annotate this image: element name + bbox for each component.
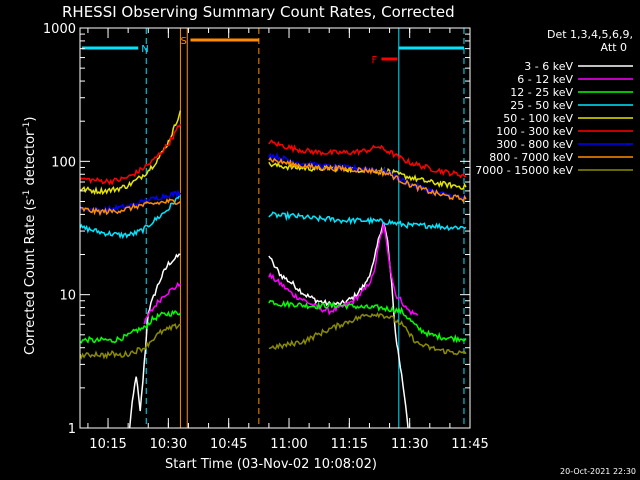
legend-label: 800 - 7000 keV: [489, 151, 573, 164]
series-line-300-800-kev-seg0: [80, 189, 182, 215]
legend-label: 7000 - 15000 keV: [475, 164, 573, 177]
x-tick-label: 11:30: [391, 437, 428, 452]
x-tick-label: 11:00: [270, 437, 307, 452]
series-line-800-7000-kev-seg0: [80, 197, 181, 217]
series-line-12-25-kev-seg1: [268, 299, 467, 344]
legend-item-50-100-kev: 50 - 100 keV: [503, 112, 633, 125]
legend-label: 25 - 50 keV: [510, 99, 573, 112]
series-line-12-25-kev-seg0: [80, 309, 182, 344]
series-7000-15000-kev: [80, 311, 467, 361]
x-tick-label: 10:45: [210, 437, 247, 452]
series-group: [80, 110, 467, 428]
legend-item-25-50-kev: 25 - 50 keV: [510, 99, 633, 112]
x-tick-label: 11:15: [331, 437, 368, 452]
y-axis: 1 10 100 1000: [43, 22, 470, 437]
y-axis-label: Corrected Count Rate (s-1 detector-1): [22, 117, 38, 355]
y-axis-label-main: Corrected Count Rate (s: [23, 198, 38, 355]
legend-header-line-2: Att 0: [601, 41, 627, 54]
series-line-6-12-kev-seg0: [143, 281, 182, 325]
y-axis-label-sup-2: -1: [22, 122, 32, 131]
observing-flags: N S F: [82, 36, 464, 66]
series-12-25-kev: [80, 299, 467, 344]
legend-item-7000-15000-kev: 7000 - 15000 keV: [475, 164, 633, 177]
x-axis-label: Start Time (03-Nov-02 10:08:02): [165, 457, 377, 472]
y-axis-label-mid: detector: [23, 130, 38, 190]
series-line-25-50-kev-seg1: [268, 210, 467, 232]
x-axis: 10:15 10:30 10:45 11:00 11:15 11:30 11:45: [87, 28, 489, 452]
y-tick-label: 1: [68, 422, 76, 437]
series-25-50-kev: [80, 195, 467, 240]
y-axis-label-end: ): [23, 117, 38, 122]
legend-label: 3 - 6 keV: [524, 60, 573, 73]
series-line-100-300-kev-seg1: [268, 139, 467, 179]
series-line-25-50-kev-seg0: [80, 195, 181, 240]
legend-item-3-6-kev: 3 - 6 keV: [524, 60, 633, 73]
flag-label-s: S: [180, 36, 186, 47]
legend-label: 100 - 300 keV: [496, 125, 573, 138]
series-100-300-kev: [80, 123, 467, 186]
flag-label-n: N: [141, 44, 148, 55]
plot-frame: [79, 27, 471, 429]
y-tick-label: 1000: [43, 22, 76, 37]
x-tick-label: 10:30: [150, 437, 187, 452]
chart-title: RHESSI Observing Summary Count Rates, Co…: [62, 3, 455, 21]
series-line-3-6-kev-seg0: [128, 253, 181, 428]
legend-label: 6 - 12 keV: [517, 73, 573, 86]
series-line-800-7000-kev-seg1: [268, 156, 467, 204]
legend-label: 300 - 800 keV: [496, 138, 573, 151]
legend-item-100-300-kev: 100 - 300 keV: [496, 125, 633, 138]
series-800-7000-kev: [80, 156, 467, 217]
legend-header-line-1: Det 1,3,4,5,6,9,: [547, 28, 633, 41]
legend-label: 50 - 100 keV: [503, 112, 573, 125]
y-axis-label-sup-1: -1: [22, 190, 32, 199]
legend-label: 12 - 25 keV: [510, 86, 573, 99]
y-tick-label: 10: [59, 289, 76, 304]
x-tick-label: 10:15: [89, 437, 126, 452]
legend-item-800-7000-kev: 800 - 7000 keV: [489, 151, 633, 164]
series-line-7000-15000-kev-seg1: [268, 311, 467, 356]
y-tick-label: 100: [51, 155, 76, 170]
legend-item-6-12-kev: 6 - 12 keV: [517, 73, 633, 86]
series-line-100-300-kev-seg0: [80, 123, 182, 186]
series-line-7000-15000-kev-seg0: [80, 322, 181, 361]
legend-item-300-800-kev: 300 - 800 keV: [496, 138, 633, 151]
x-tick-label: 11:45: [451, 437, 488, 452]
timestamp: 20-Oct-2021 22:30: [560, 467, 636, 476]
flag-label-f: F: [371, 55, 377, 66]
legend-item-12-25-kev: 12 - 25 keV: [510, 86, 633, 99]
